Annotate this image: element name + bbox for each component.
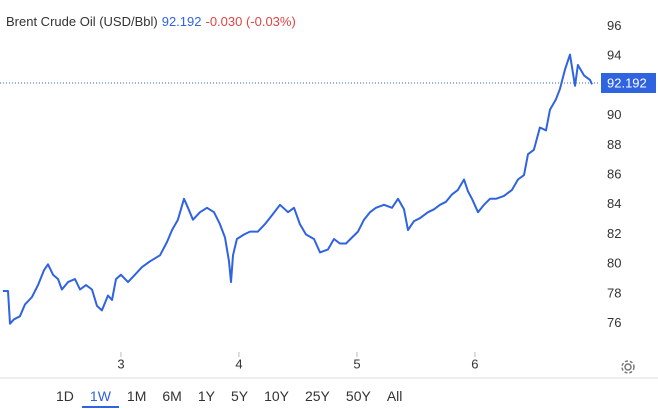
range-button[interactable]: 6M — [162, 388, 182, 404]
y-tick-label: 76 — [607, 315, 621, 330]
last-price: 92.192 — [161, 14, 202, 29]
x-tick-label: 4 — [235, 356, 242, 371]
last-price-box — [601, 72, 656, 93]
range-button[interactable]: 5Y — [230, 388, 249, 404]
x-tick-label: 5 — [353, 356, 360, 371]
range-button[interactable]: 1Y — [197, 388, 215, 404]
range-selector: 1D 1W 1M 6M 1Y 5Y 10Y 25Y 50Y All — [48, 386, 410, 408]
y-tick-label: 78 — [607, 285, 621, 300]
header: Brent Crude Oil (USD/Bbl) 92.192 -0.030 (-… — [6, 14, 300, 29]
range-button[interactable]: 25Y — [304, 388, 330, 404]
range-button[interactable]: 1W — [81, 386, 119, 408]
y-tick-label: 96 — [607, 18, 621, 33]
price-change: -0.030 (-0.03%) — [205, 14, 296, 29]
range-button[interactable]: 50Y — [345, 388, 371, 404]
range-button[interactable]: 1D — [56, 388, 74, 404]
y-tick-label: 90 — [607, 107, 621, 122]
x-tick-label: 6 — [471, 356, 478, 371]
x-tick-label: 3 — [117, 356, 124, 371]
range-button[interactable]: 1M — [126, 388, 147, 404]
y-tick-label: 82 — [607, 226, 621, 241]
range-button[interactable]: 10Y — [264, 388, 289, 404]
price-line — [2, 53, 593, 325]
y-tick-label: 80 — [607, 256, 621, 271]
settings-icon[interactable] — [621, 360, 635, 374]
y-tick-label: 94 — [607, 48, 621, 63]
y-tick-label: 84 — [607, 196, 621, 211]
y-tick-label: 86 — [607, 166, 621, 181]
last-price-label: 92.192 — [607, 75, 647, 90]
y-tick-label: 88 — [607, 137, 621, 152]
range-button[interactable]: All — [386, 388, 403, 404]
title: Brent Crude Oil (USD/Bbl) — [6, 14, 158, 29]
